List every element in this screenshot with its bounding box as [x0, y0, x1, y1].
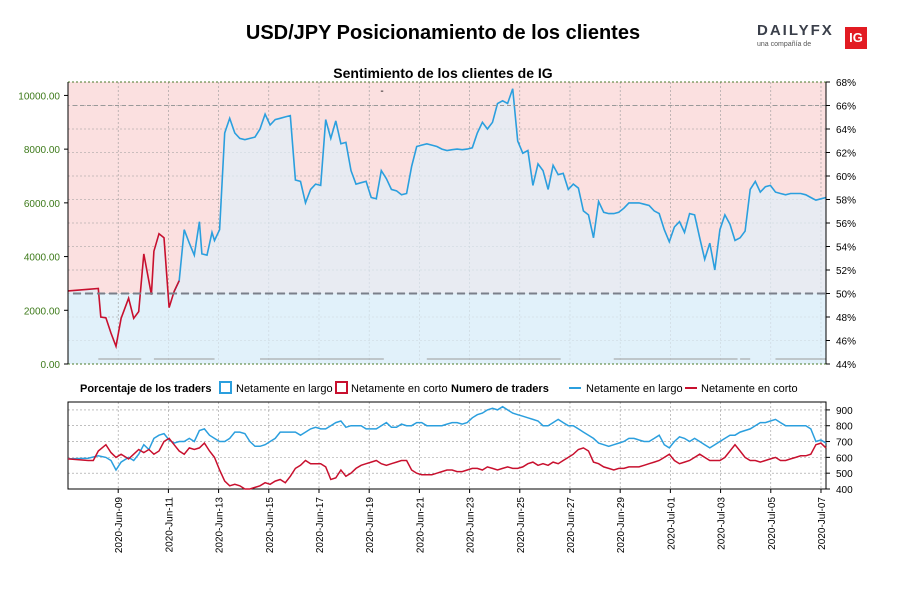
legend-count-title: Numero de traders	[451, 383, 549, 395]
bottom-axis-tick-label: 400	[836, 485, 853, 496]
legend-row: Porcentaje de los traders Netamente en l…	[80, 381, 798, 395]
series-line-short	[67, 437, 827, 490]
right-axis-tick-label: 62%	[836, 149, 856, 160]
logo-tagline: una compañía de	[757, 41, 812, 48]
right-axis-tick-label: 66%	[836, 102, 856, 113]
x-axis-tick-label: 2020-Jun-15	[265, 497, 276, 554]
x-axis-tick-label: 2020-Jul-05	[767, 497, 778, 550]
left-axis-tick-label: 0.00	[41, 360, 61, 371]
x-axis-tick-label: 2020-Jul-01	[666, 497, 677, 550]
legend-short-box-icon	[335, 381, 348, 394]
x-axis-tick-label: 2020-Jun-09	[114, 497, 125, 554]
x-axis-tick-label: 2020-Jun-27	[566, 497, 577, 554]
bottom-axis-tick-label: 800	[836, 422, 853, 433]
x-axis-tick-label: 2020-Jun-17	[315, 497, 326, 554]
right-axis-tick-label: 68%	[836, 78, 856, 89]
x-axis-tick-label: 2020-Jun-21	[415, 497, 426, 554]
x-axis: 2020-Jun-09 2020-Jun-11 2020-Jun-13 2020-Ju…	[114, 489, 828, 553]
x-axis-tick-label: 2020-Jun-13	[215, 497, 226, 554]
right-axis-tick-label: 48%	[836, 313, 856, 324]
right-axis-tick-label: 44%	[836, 360, 856, 371]
legend-long-box-icon	[219, 381, 232, 394]
left-axis-tick-label: 4000.00	[24, 253, 61, 264]
top-plot-area: - 0.00 2000.00 4000.00 6000.00 8000.00 10000.0…	[18, 78, 856, 371]
left-axis-tick-label: 8000.00	[24, 145, 61, 156]
legend-pct-title: Porcentaje de los traders	[80, 383, 211, 395]
bottom-axis-tick-label: 700	[836, 438, 853, 449]
legend-count-long-label: Netamente en largo	[586, 383, 683, 395]
bottom-axis-tick-label: 900	[836, 406, 853, 417]
left-axis-tick-label: 2000.00	[24, 306, 61, 317]
legend-long-label: Netamente en largo	[236, 383, 333, 395]
right-axis-tick-label: 58%	[836, 196, 856, 207]
right-axis-tick-label: 56%	[836, 219, 856, 230]
chart-title: USD/JPY Posicionamiento de los clientes	[245, 22, 641, 44]
bottom-axis-tick-label: 500	[836, 469, 853, 480]
x-axis-tick-label: 2020-Jun-29	[616, 497, 627, 554]
logo-brand-text: DAILYFX	[757, 22, 834, 39]
x-axis-tick-label: 2020-Jul-03	[717, 497, 728, 550]
long-count-line	[173, 88, 827, 292]
short-count-line	[67, 232, 180, 350]
x-axis-tick-label: 2020-Jul-07	[817, 497, 828, 550]
right-axis-tick-label: 46%	[836, 337, 856, 348]
x-axis-tick-label: 2020-Jun-23	[466, 497, 477, 554]
right-axis-tick-label: 52%	[836, 266, 856, 277]
top-marker: -	[380, 86, 383, 97]
left-axis-tick-label: 6000.00	[24, 199, 61, 210]
legend-short-label: Netamente en corto	[351, 383, 448, 395]
right-axis-tick-label: 60%	[836, 172, 856, 183]
x-axis-tick-label: 2020-Jun-19	[365, 497, 376, 554]
x-axis-tick-label: 2020-Jun-11	[164, 497, 175, 553]
dailyfx-logo[interactable]: DAILYFX una compañía de IG	[757, 22, 869, 52]
bottom-plot-area: 400 500 600 700 800 900	[67, 401, 853, 496]
left-axis-tick-label: 10000.00	[18, 91, 60, 102]
ig-badge-icon: IG	[845, 27, 867, 49]
chart-subtitle: Sentimiento de los clientes de IG	[333, 65, 553, 81]
x-axis-tick-label: 2020-Jun-25	[516, 497, 527, 554]
legend-count-short-label: Netamente en corto	[701, 383, 798, 395]
right-axis-tick-label: 54%	[836, 243, 856, 254]
bottom-plot-frame	[67, 401, 827, 490]
right-axis-tick-label: 50%	[836, 290, 856, 301]
series-line-long	[67, 405, 827, 472]
bottom-axis-tick-label: 600	[836, 453, 853, 464]
right-axis-tick-label: 64%	[836, 125, 856, 136]
long-area-fill	[68, 88, 826, 364]
